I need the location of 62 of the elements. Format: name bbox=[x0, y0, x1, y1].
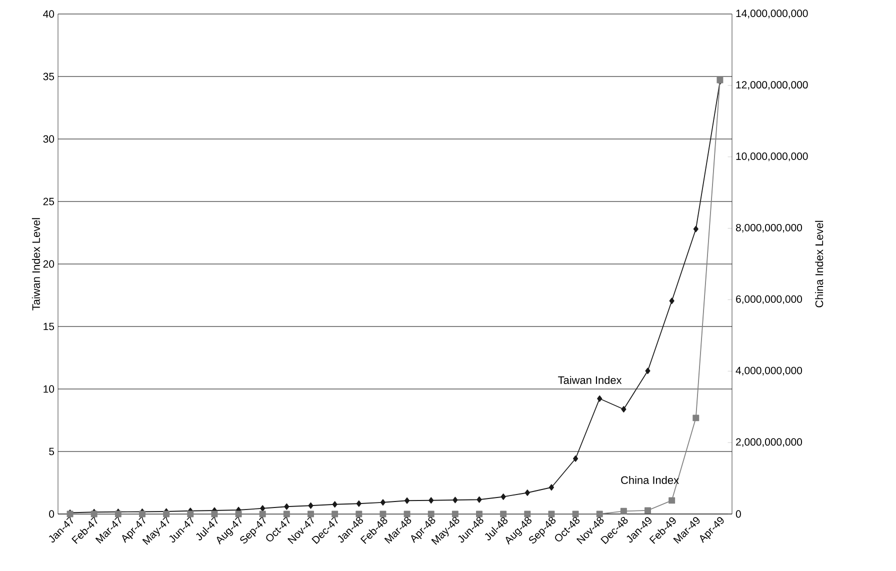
y-tick-label: 40 bbox=[43, 10, 54, 18]
point bbox=[476, 510, 482, 518]
y2-tick-label: 12,000,000,000 bbox=[736, 81, 808, 90]
point bbox=[332, 510, 338, 518]
point bbox=[452, 510, 458, 518]
point bbox=[668, 497, 676, 504]
point bbox=[356, 510, 362, 518]
point bbox=[524, 510, 531, 518]
y-tick-label: 0 bbox=[49, 510, 54, 518]
point bbox=[404, 497, 410, 504]
point bbox=[597, 395, 602, 402]
point bbox=[211, 510, 218, 518]
point bbox=[573, 455, 578, 462]
point bbox=[163, 510, 170, 518]
point bbox=[356, 500, 362, 507]
y-axis-title: Taiwan Index Level bbox=[32, 218, 40, 310]
point bbox=[621, 406, 626, 412]
point bbox=[572, 510, 579, 518]
point bbox=[524, 490, 530, 496]
point bbox=[620, 508, 627, 514]
series-label: China Index bbox=[621, 476, 679, 484]
point bbox=[548, 484, 554, 491]
y2-tick-label: 2,000,000,000 bbox=[736, 438, 802, 447]
point bbox=[452, 496, 458, 504]
y2-tick-label: 8,000,000,000 bbox=[736, 224, 802, 233]
y2-tick-label: 14,000,000,000 bbox=[736, 10, 808, 18]
y-tick-label: 20 bbox=[43, 260, 54, 268]
y-tick-label: 15 bbox=[44, 322, 54, 330]
point bbox=[308, 510, 314, 518]
y2-tick-label: 4,000,000,000 bbox=[736, 366, 802, 376]
point bbox=[308, 502, 314, 509]
point bbox=[380, 499, 386, 506]
point bbox=[500, 510, 507, 518]
point bbox=[669, 298, 674, 304]
point bbox=[260, 505, 266, 512]
point bbox=[284, 503, 290, 510]
point bbox=[693, 226, 698, 232]
y-tick-label: 25 bbox=[43, 198, 54, 206]
y2-tick-label: 6,000,000,000 bbox=[736, 295, 802, 304]
point bbox=[332, 501, 338, 508]
y2-tick-label: 10,000,000,000 bbox=[736, 152, 808, 162]
point bbox=[235, 510, 242, 518]
point bbox=[500, 494, 506, 500]
y-tick-label: 35 bbox=[43, 72, 54, 80]
point bbox=[404, 510, 410, 518]
point bbox=[259, 510, 266, 518]
y-tick-label: 10 bbox=[44, 385, 54, 393]
point bbox=[187, 510, 194, 518]
y2-tick-label: 0 bbox=[736, 510, 741, 518]
point bbox=[644, 507, 651, 514]
point bbox=[596, 510, 603, 518]
series-label: Taiwan Index bbox=[558, 376, 622, 384]
y-tick-label: 30 bbox=[43, 135, 54, 143]
point bbox=[645, 368, 650, 374]
point bbox=[380, 510, 386, 518]
point bbox=[283, 510, 290, 518]
point bbox=[692, 414, 700, 422]
y2-axis-title: China Index Level bbox=[815, 220, 824, 308]
point bbox=[476, 496, 482, 503]
point bbox=[548, 510, 555, 518]
point bbox=[428, 497, 434, 504]
y-tick-label: 5 bbox=[49, 448, 54, 456]
